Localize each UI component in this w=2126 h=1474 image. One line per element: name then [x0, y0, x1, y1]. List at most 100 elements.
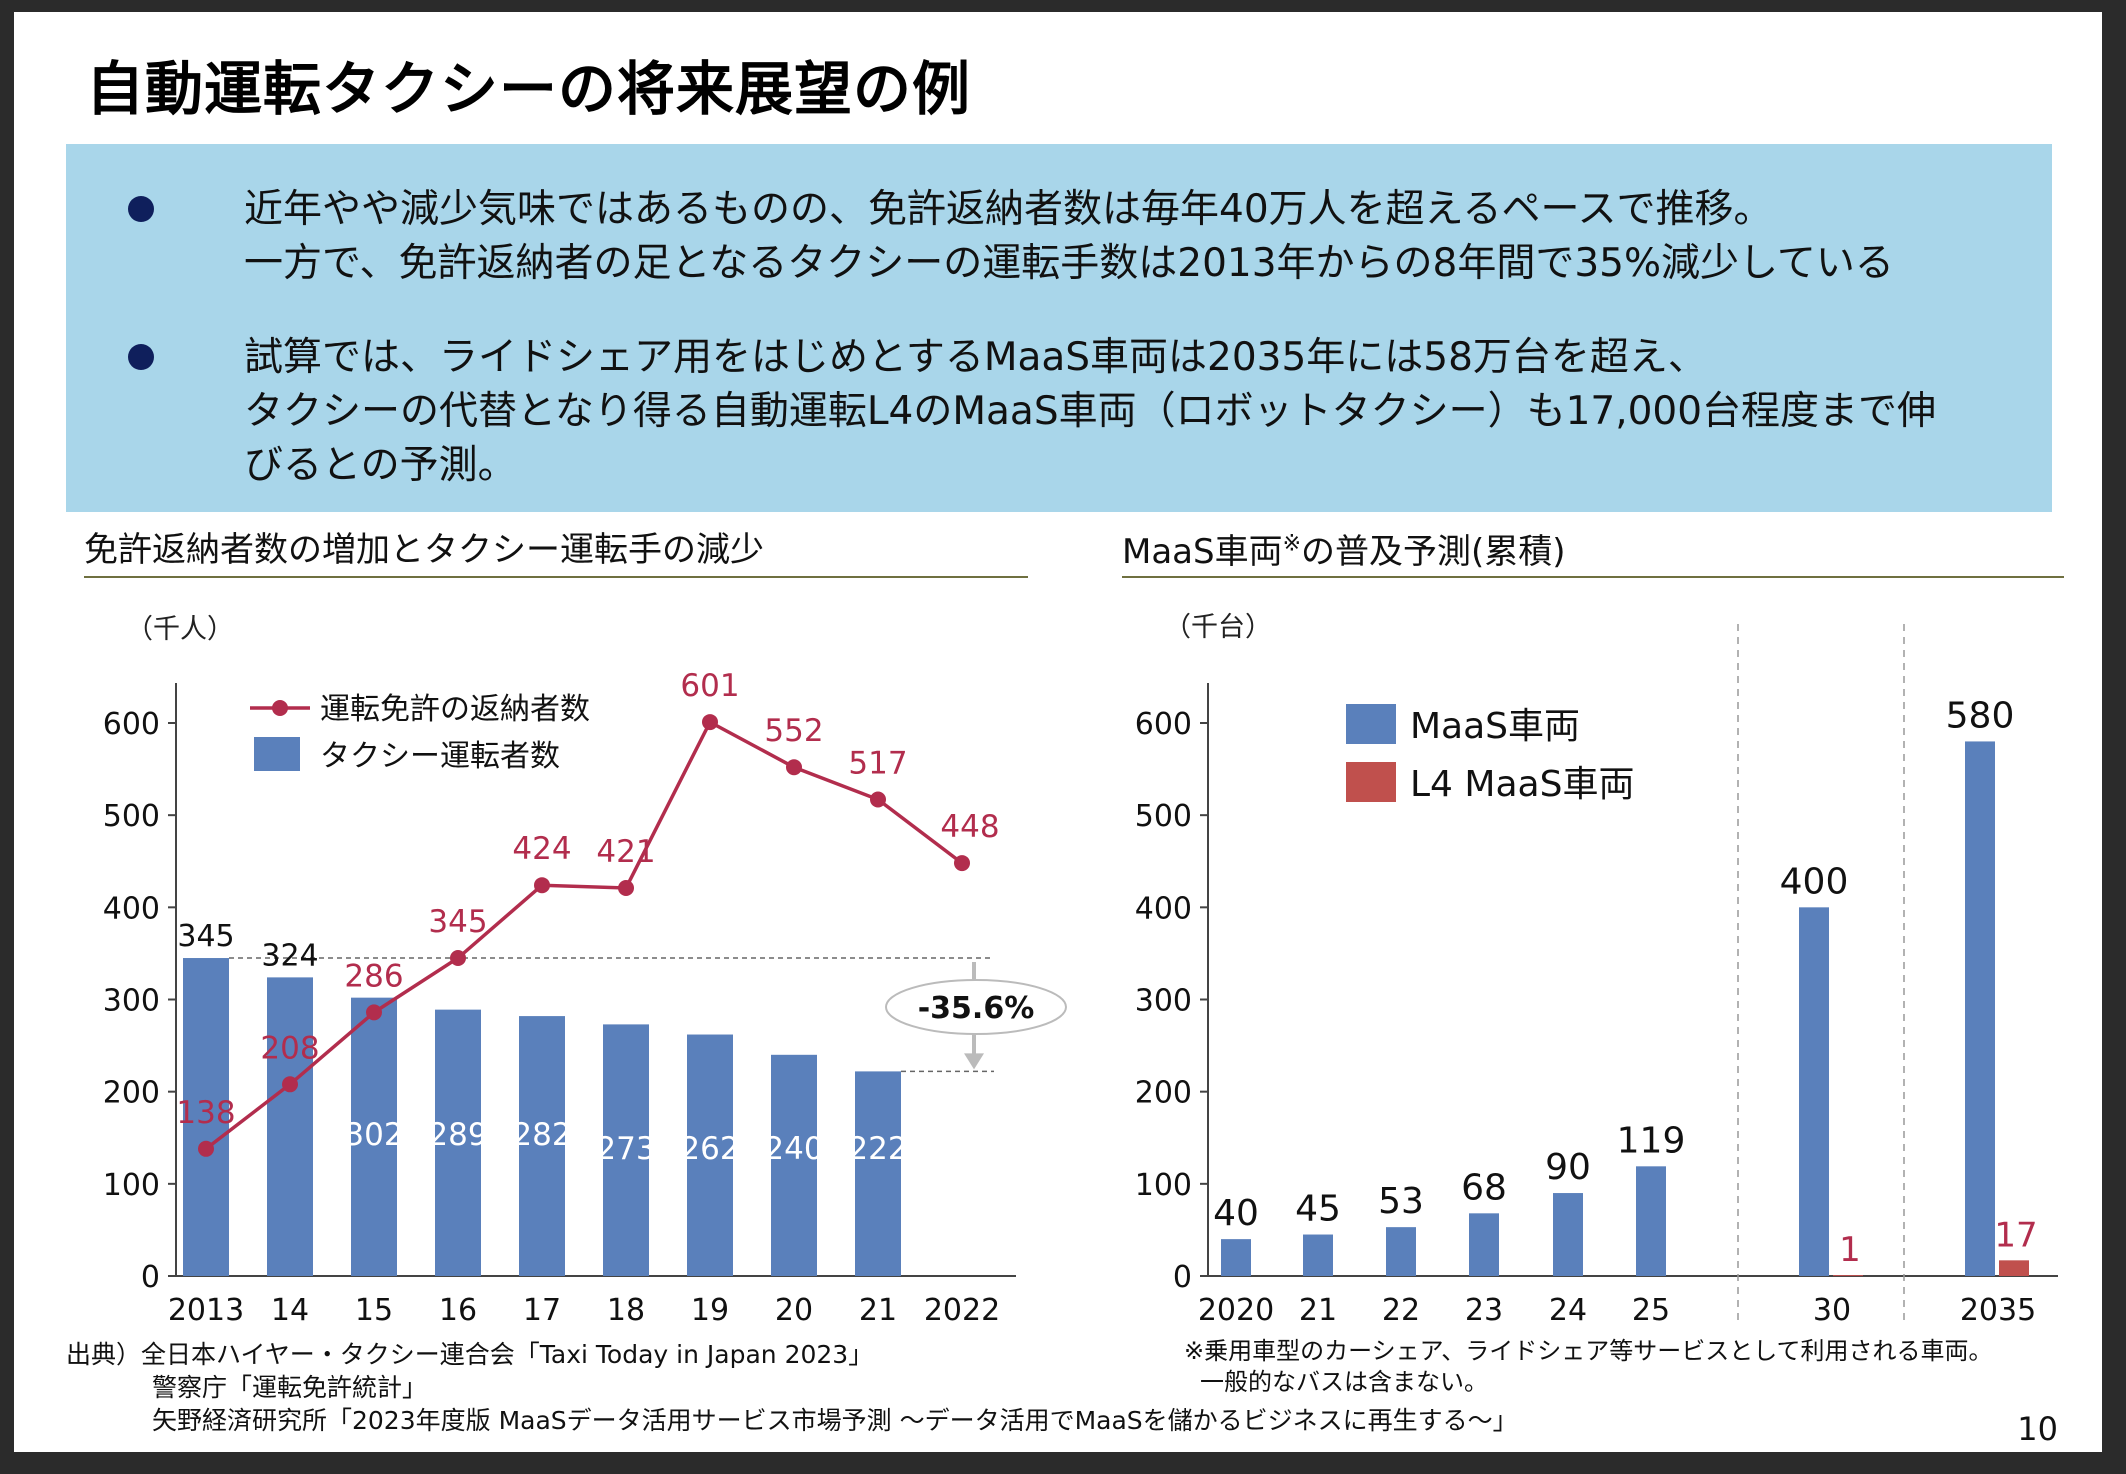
taxi-driver-value-label: 324 [261, 938, 318, 973]
license-return-value-label: 345 [428, 904, 487, 940]
right-y-tick-label: 0 [1173, 1260, 1192, 1295]
license-return-point [786, 759, 802, 776]
l4-maas-bar [1999, 1260, 2029, 1276]
note-mark: ※ [1282, 531, 1302, 557]
right-x-tick-label: 2035 [1960, 1293, 2036, 1328]
source-line: 矢野経済研究所「2023年度版 MaaSデータ活用サービス市場予測 ～データ活用… [152, 1406, 1518, 1435]
right-y-tick-label: 100 [1135, 1168, 1192, 1203]
right-x-tick-label: 25 [1632, 1293, 1670, 1328]
bullet-dot-icon [128, 196, 154, 222]
left-x-tick-label: 2022 [924, 1293, 1000, 1328]
bullet-line: 近年やや減少気味ではあるものの、免許返納者数は毎年40万人を超えるペースで推移。 [244, 187, 1773, 232]
maas-value-label: 400 [1780, 861, 1849, 902]
taxi-driver-bar [267, 977, 313, 1276]
maas-value-label: 40 [1213, 1193, 1259, 1234]
bullet-line: びるとの予測。 [244, 443, 517, 488]
license-return-value-label: 517 [848, 745, 907, 781]
taxi-driver-bar [351, 997, 397, 1276]
taxi-driver-bar [519, 1016, 565, 1276]
left-x-tick-label: 2013 [168, 1293, 244, 1328]
source-line: 警察庁「運転免許統計」 [152, 1373, 428, 1402]
taxi-driver-bar [687, 1034, 733, 1276]
maas-bar [1221, 1239, 1251, 1276]
license-return-line [204, 719, 964, 1151]
right-y-tick-label: 200 [1135, 1076, 1192, 1111]
right-x-tick-label: 22 [1382, 1293, 1420, 1328]
right-y-tick-label: 500 [1135, 799, 1192, 834]
legend-l4-swatch [1346, 762, 1396, 802]
license-return-value-label: 208 [260, 1030, 319, 1066]
legend-bar-swatch [254, 737, 300, 771]
annotation-label: -35.6% [918, 991, 1035, 1026]
license-return-value-label: 448 [940, 809, 999, 845]
maas-value-label: 580 [1946, 695, 2015, 736]
right-y-tick-label: 600 [1135, 707, 1192, 742]
maas-bar [1469, 1213, 1499, 1276]
taxi-driver-bar [183, 958, 229, 1276]
right-x-tick-label: 24 [1549, 1293, 1587, 1328]
legend-label: L4 MaaS車両 [1410, 764, 1634, 805]
license-return-value-label: 138 [176, 1095, 235, 1131]
left-y-tick-label: 0 [141, 1260, 160, 1295]
license-return-point [954, 855, 970, 872]
license-return-point [366, 1004, 382, 1021]
left-y-tick-label: 600 [103, 707, 160, 742]
bullet-line: 一方で、免許返納者の足となるタクシーの運転手数は2013年からの8年間で35%減… [244, 241, 1894, 286]
arrow-down-icon [964, 1053, 984, 1070]
source-label: 出典） [66, 1340, 142, 1369]
summary-box: 近年やや減少気味ではあるものの、免許返納者数は毎年40万人を超えるペースで推移。… [66, 144, 2052, 512]
taxi-driver-value-label: 282 [512, 1117, 571, 1153]
right-x-tick-label: 2020 [1198, 1293, 1274, 1328]
legend-line-marker [272, 700, 288, 716]
legend-maas-swatch [1346, 704, 1396, 744]
left-x-tick-label: 19 [691, 1293, 729, 1328]
taxi-driver-value-label: 302 [344, 1117, 403, 1153]
maas-bar [1303, 1234, 1333, 1276]
footnote-line: ※乗用車型のカーシェア、ライドシェア等サービスとして利用される車両。 [1184, 1337, 1993, 1365]
left-x-tick-label: 20 [775, 1293, 813, 1328]
left-x-tick-label: 16 [439, 1293, 477, 1328]
right-chart-title: MaaS車両※の普及予測(累積) [1122, 524, 1566, 573]
right-x-tick-label: 23 [1465, 1293, 1503, 1328]
taxi-driver-value-label: 273 [596, 1131, 655, 1167]
left-chart-title: 免許返納者数の増加とタクシー運転手の減少 [84, 530, 764, 570]
legend-label: タクシー運転者数 [320, 739, 560, 774]
bullet-dot-icon [128, 344, 154, 370]
legend-label: 運転免許の返納者数 [320, 692, 590, 727]
maas-bar [1386, 1227, 1416, 1276]
l4-maas-value-label: 17 [1994, 1215, 2037, 1255]
license-return-value-label: 601 [680, 668, 739, 704]
maas-value-label: 119 [1617, 1120, 1686, 1161]
taxi-driver-bar [855, 1071, 901, 1276]
bullet-line: 試算では、ライドシェア用をはじめとするMaaS車両は2035年には58万台を超え… [244, 335, 1707, 380]
right-x-tick-label: 21 [1299, 1293, 1337, 1328]
license-return-value-label: 421 [596, 834, 655, 870]
license-return-point [198, 1140, 214, 1157]
left-x-tick-label: 17 [523, 1293, 561, 1328]
maas-bar [1636, 1166, 1666, 1276]
left-y-tick-label: 400 [103, 891, 160, 926]
right-chart-rule [1122, 576, 2064, 578]
left-y-tick-label: 200 [103, 1076, 160, 1111]
taxi-driver-bar [771, 1054, 817, 1276]
source: 出典）全日本ハイヤー・タクシー連合会「Taxi Today in Japan 2… [66, 1338, 1518, 1437]
maas-bar [1965, 741, 1995, 1276]
left-x-tick-label: 21 [859, 1293, 897, 1328]
maas-value-label: 90 [1545, 1147, 1591, 1188]
right-y-tick-label: 300 [1135, 984, 1192, 1019]
license-return-point [534, 877, 550, 894]
maas-bar [1553, 1193, 1583, 1276]
right-x-tick-label: 30 [1813, 1293, 1851, 1328]
left-unit-label: （千人） [126, 614, 234, 645]
license-return-point [618, 879, 634, 896]
license-return-point [870, 791, 886, 808]
maas-value-label: 45 [1295, 1189, 1341, 1230]
right-unit-label: （千台） [1164, 612, 1272, 643]
left-y-tick-label: 500 [103, 799, 160, 834]
source-line: 全日本ハイヤー・タクシー連合会「Taxi Today in Japan 2023… [141, 1340, 874, 1369]
license-return-point [702, 714, 718, 731]
taxi-driver-bar [435, 1009, 481, 1276]
maas-bar [1799, 907, 1829, 1276]
license-return-value-label: 286 [344, 958, 403, 994]
